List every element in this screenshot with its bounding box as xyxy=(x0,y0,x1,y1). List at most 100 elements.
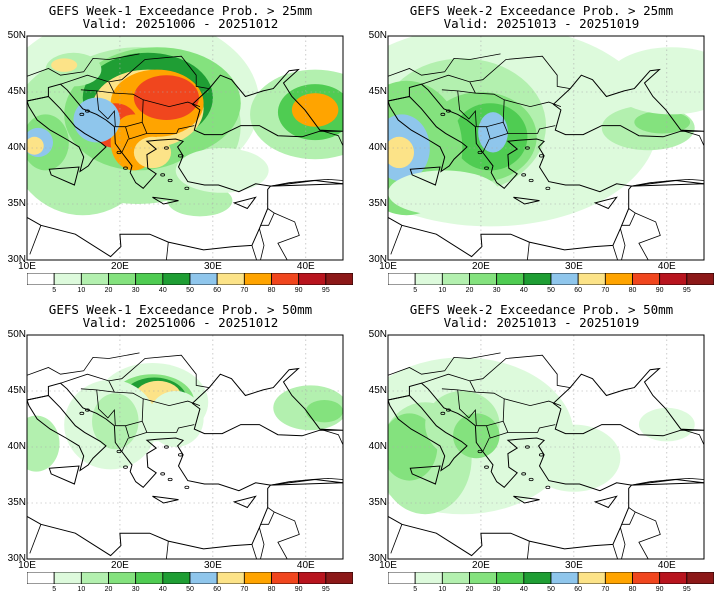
colorbar-label: 90 xyxy=(294,287,303,294)
island-outline xyxy=(167,477,173,482)
colorbar-swatch xyxy=(469,273,498,285)
country-border xyxy=(141,398,195,433)
colorbar-swatch xyxy=(441,572,470,584)
lon-tick-label: 40E xyxy=(657,261,676,272)
colorbar-swatch xyxy=(135,273,164,285)
island-outline xyxy=(177,154,183,158)
country-border xyxy=(631,178,704,187)
probability-contour xyxy=(305,399,343,423)
colorbar-label: 70 xyxy=(240,287,249,294)
lat-tick-label: 40N xyxy=(7,441,26,452)
country-border xyxy=(29,225,42,255)
coastline xyxy=(27,394,107,472)
colorbar-label: 40 xyxy=(158,287,167,294)
coastline xyxy=(388,95,468,173)
lat-tick-label: 50N xyxy=(7,329,26,340)
island-outline xyxy=(446,109,451,113)
colorbar-label: 95 xyxy=(682,586,691,593)
island-outline xyxy=(446,408,451,412)
coastline xyxy=(48,465,80,485)
country-border xyxy=(502,398,556,433)
country-border xyxy=(486,425,509,439)
colorbar-label: 50 xyxy=(186,586,194,593)
colorbar-swatch xyxy=(577,273,606,285)
colorbar-label: 90 xyxy=(294,586,303,593)
colorbar-swatch xyxy=(659,572,688,584)
coastline xyxy=(388,183,704,260)
country-border xyxy=(29,524,42,554)
lon-tick-label: 20E xyxy=(472,261,490,272)
map-frame xyxy=(26,35,344,261)
colorbar-label: 60 xyxy=(574,287,583,294)
country-border xyxy=(259,228,265,260)
colorbar-label: 40 xyxy=(519,287,528,294)
country-border xyxy=(612,245,619,260)
country-border xyxy=(482,138,490,153)
colorbar-label: 30 xyxy=(131,586,140,593)
island-outline xyxy=(167,178,173,183)
colorbar-swatch xyxy=(604,273,633,285)
country-border xyxy=(251,245,258,260)
island-outline xyxy=(184,186,190,190)
colorbar-label: 60 xyxy=(213,287,222,294)
colorbar-label: 40 xyxy=(519,586,528,593)
map-plot xyxy=(387,334,705,560)
colorbar-label: 70 xyxy=(601,287,610,294)
probability-contour xyxy=(51,58,78,72)
country-border xyxy=(620,527,626,559)
lat-tick-label: 40N xyxy=(368,441,387,452)
country-border xyxy=(166,242,169,260)
coastline xyxy=(593,196,618,210)
lat-tick-label: 35N xyxy=(7,198,26,209)
probability-contour xyxy=(73,97,120,143)
coastline xyxy=(27,95,107,173)
country-border xyxy=(527,242,530,260)
coastline xyxy=(27,36,343,193)
island-outline xyxy=(521,173,527,177)
country-border xyxy=(274,212,300,260)
map-panel-4: GEFS Week-2 Exceedance Prob. > 50mm Valid… xyxy=(361,299,722,598)
probability-contour xyxy=(606,47,704,115)
island-outline xyxy=(85,109,90,113)
map-panel-2: GEFS Week-2 Exceedance Prob. > 25mm Valid… xyxy=(361,0,722,299)
lat-tick-label: 45N xyxy=(368,385,387,396)
coastline xyxy=(27,183,343,260)
probability-contour xyxy=(133,75,199,120)
island-outline xyxy=(528,477,534,482)
country-border xyxy=(259,527,265,559)
colorbar-swatch xyxy=(271,273,300,285)
coastline xyxy=(27,482,343,559)
island-outline xyxy=(164,445,169,449)
country-border xyxy=(270,178,343,187)
colorbar-swatch xyxy=(189,572,218,584)
country-border xyxy=(27,53,140,77)
island-outline xyxy=(477,150,483,155)
coastline xyxy=(593,495,618,509)
lon-tick-label: 40E xyxy=(657,560,676,571)
country-border xyxy=(125,425,148,439)
map-frame xyxy=(26,334,344,560)
lon-tick-label: 20E xyxy=(472,560,490,571)
island-outline xyxy=(160,173,166,177)
colorbar-swatch xyxy=(632,273,661,285)
probability-contour xyxy=(388,136,415,169)
map-panel-1: GEFS Week-1 Exceedance Prob. > 25mm Valid… xyxy=(0,0,361,299)
country-border xyxy=(319,428,343,445)
colorbar-swatch xyxy=(27,273,55,285)
colorbar-swatch xyxy=(189,273,218,285)
colorbar-swatch xyxy=(108,273,137,285)
coastline xyxy=(513,495,540,504)
colorbar-label: 95 xyxy=(321,586,330,593)
colorbar xyxy=(388,273,714,285)
lat-tick-label: 45N xyxy=(7,385,26,396)
panel-title: GEFS Week-2 Exceedance Prob. > 25mm xyxy=(409,3,674,18)
country-border xyxy=(620,228,626,260)
country-border xyxy=(390,225,403,255)
probability-contour xyxy=(527,424,621,492)
colorbar-label: 80 xyxy=(267,287,276,294)
colorbar-label: 50 xyxy=(547,586,555,593)
island-outline xyxy=(484,166,489,170)
colorbar-label: 20 xyxy=(104,287,113,294)
colorbar-swatch xyxy=(686,273,714,285)
colorbar-swatch xyxy=(496,572,525,584)
